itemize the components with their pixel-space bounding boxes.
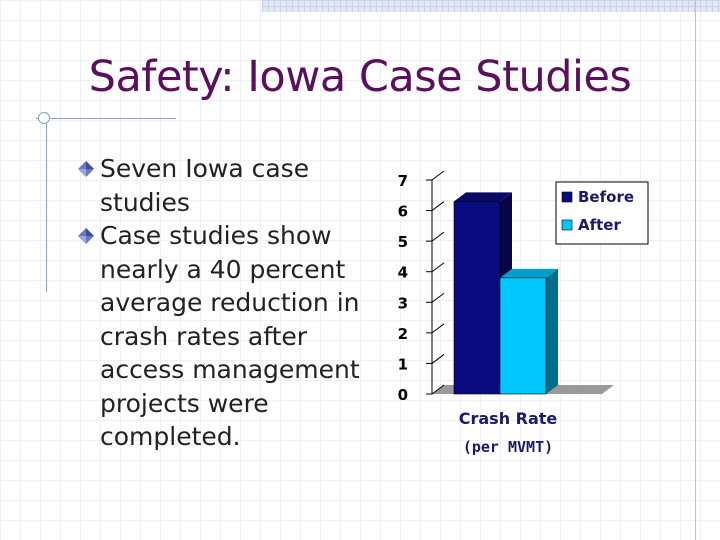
- y-tick-depth: [431, 231, 445, 242]
- y-tick-label: 2: [398, 325, 408, 343]
- decorative-left-rule: [46, 112, 47, 292]
- bar-top-before: [454, 192, 512, 202]
- x-axis-sublabel: (per MVMT): [463, 438, 553, 456]
- decorative-vertical-rule: [695, 0, 696, 540]
- y-tick-depth: [431, 262, 445, 273]
- bullet-item: Case studies show nearly a 40 percent av…: [78, 219, 378, 454]
- y-tick-label: 5: [398, 233, 408, 251]
- bar-top-after: [500, 268, 558, 278]
- legend-swatch: [561, 191, 573, 203]
- y-tick-label: 6: [398, 203, 408, 221]
- bullet-list: Seven Iowa case studies Case studies sho…: [78, 152, 378, 454]
- bar-side-after: [546, 268, 558, 394]
- legend-label: Before: [578, 188, 634, 206]
- y-tick-depth: [431, 323, 445, 334]
- y-tick-label: 0: [398, 386, 408, 404]
- y-tick-depth: [431, 170, 445, 181]
- diamond-bullet-icon: [78, 161, 94, 177]
- decorative-top-band: [262, 0, 720, 12]
- x-axis-label: Crash Rate: [459, 409, 558, 428]
- y-tick-depth: [431, 384, 445, 395]
- y-tick-depth: [431, 354, 445, 364]
- bullet-item: Seven Iowa case studies: [78, 152, 378, 219]
- y-tick-label: 4: [398, 264, 408, 282]
- y-tick-label: 1: [398, 355, 408, 373]
- y-tick-label: 3: [398, 294, 408, 312]
- legend-swatch: [561, 219, 573, 231]
- bar-after: [499, 277, 547, 395]
- decorative-circle-mark: [38, 112, 50, 124]
- bar-before: [453, 201, 501, 395]
- legend-label: After: [578, 216, 621, 234]
- bullet-text: Seven Iowa case studies: [100, 154, 310, 217]
- crash-rate-bar-chart: 0 1 2 3 4 5 6 7 Crash Rate (per MVMT) Before After: [398, 170, 649, 456]
- diamond-bullet-icon: [78, 228, 94, 244]
- y-tick-depth: [431, 292, 445, 303]
- slide-title: Safety: Iowa Case Studies: [88, 52, 632, 102]
- decorative-horizontal-rule: [36, 118, 176, 119]
- y-tick-depth: [431, 201, 445, 211]
- bullet-text: Case studies show nearly a 40 percent av…: [100, 221, 360, 451]
- y-tick-label: 7: [398, 172, 408, 190]
